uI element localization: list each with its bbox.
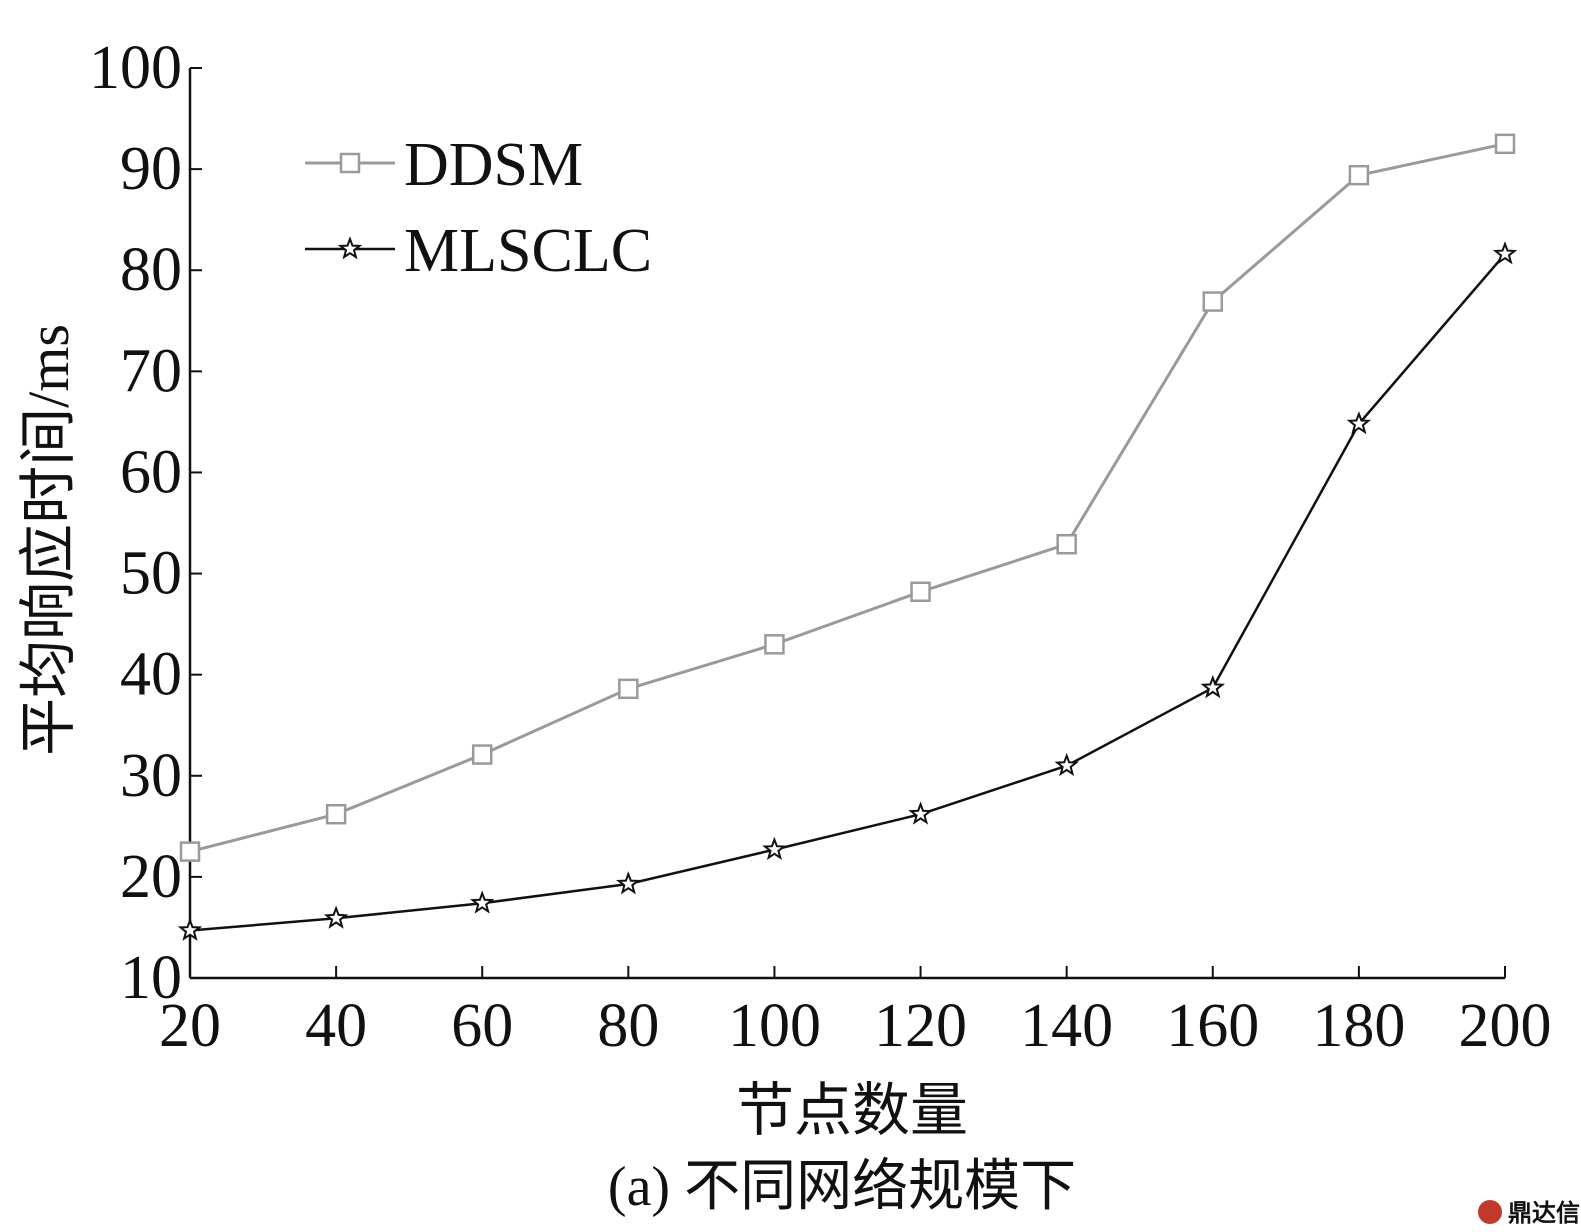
x-tick-label: 120 <box>874 992 967 1060</box>
legend-marker <box>337 236 363 260</box>
data-point-ddsm <box>1348 164 1370 186</box>
data-point-ddsm <box>1056 533 1077 555</box>
data-point-mlsclc <box>616 871 641 895</box>
y-tick-label: 40 <box>120 641 182 709</box>
x-tick-label: 200 <box>1459 992 1552 1060</box>
data-point-mlsclc <box>1054 752 1079 777</box>
y-tick-label: 20 <box>120 843 182 911</box>
y-tick-label: 100 <box>89 34 182 102</box>
data-point-mlsclc <box>762 836 787 861</box>
data-point-ddsm <box>764 634 785 655</box>
series-ddsm <box>179 133 1516 862</box>
x-tick-label: 100 <box>728 992 821 1060</box>
y-tick-label: 80 <box>120 236 182 304</box>
legend-label: MLSCLC <box>404 217 652 285</box>
data-point-mlsclc <box>469 890 495 914</box>
x-tick-label: 180 <box>1312 992 1405 1060</box>
data-point-ddsm <box>1202 291 1224 312</box>
legend-entry-mlsclc: MLSCLC <box>305 217 652 285</box>
chart-legend: DDSM MLSCLC <box>305 131 652 285</box>
x-axis-title: 节点数量 <box>736 1078 968 1143</box>
x-tick-label: 140 <box>1020 992 1113 1060</box>
data-point-ddsm <box>910 581 931 603</box>
series-line-mlsclc <box>189 253 1506 932</box>
figure-caption: (a) 不同网络规模下 <box>608 1156 1076 1218</box>
y-tick-label: 30 <box>120 742 182 810</box>
data-point-ddsm <box>179 841 201 862</box>
data-point-mlsclc <box>1346 411 1372 435</box>
logo-badge-icon <box>1478 1200 1502 1224</box>
y-tick-label: 60 <box>120 438 182 506</box>
x-tick-label: 60 <box>451 992 513 1060</box>
legend-entry-ddsm: DDSM <box>305 131 583 199</box>
series-mlsclc <box>177 241 1518 941</box>
legend-label: DDSM <box>404 131 583 199</box>
data-point-ddsm <box>618 678 639 700</box>
y-tick-label: 10 <box>120 944 182 1012</box>
y-tick-label: 90 <box>120 135 182 203</box>
y-axis-title: 平均响应时间/ms <box>16 324 81 756</box>
y-tick-label: 50 <box>120 540 182 608</box>
data-point-mlsclc <box>1200 674 1226 699</box>
data-point-ddsm <box>325 803 347 825</box>
data-point-ddsm <box>1494 133 1516 155</box>
legend-marker <box>339 152 361 174</box>
x-tick-label: 20 <box>159 992 221 1060</box>
data-point-mlsclc <box>323 905 349 929</box>
x-tick-label: 80 <box>597 992 659 1060</box>
x-tick-label: 40 <box>305 992 367 1060</box>
data-point-mlsclc <box>908 801 933 825</box>
y-tick-label: 70 <box>120 337 182 405</box>
series-line-ddsm <box>189 142 1506 854</box>
watermark: 鼎达信 <box>1478 1199 1580 1227</box>
watermark-text: 鼎达信 <box>1508 1199 1580 1227</box>
data-point-mlsclc <box>1492 241 1518 265</box>
chart-series-layer <box>177 133 1518 941</box>
data-point-mlsclc <box>177 917 203 941</box>
x-tick-label: 160 <box>1166 992 1259 1060</box>
data-point-ddsm <box>471 744 493 765</box>
